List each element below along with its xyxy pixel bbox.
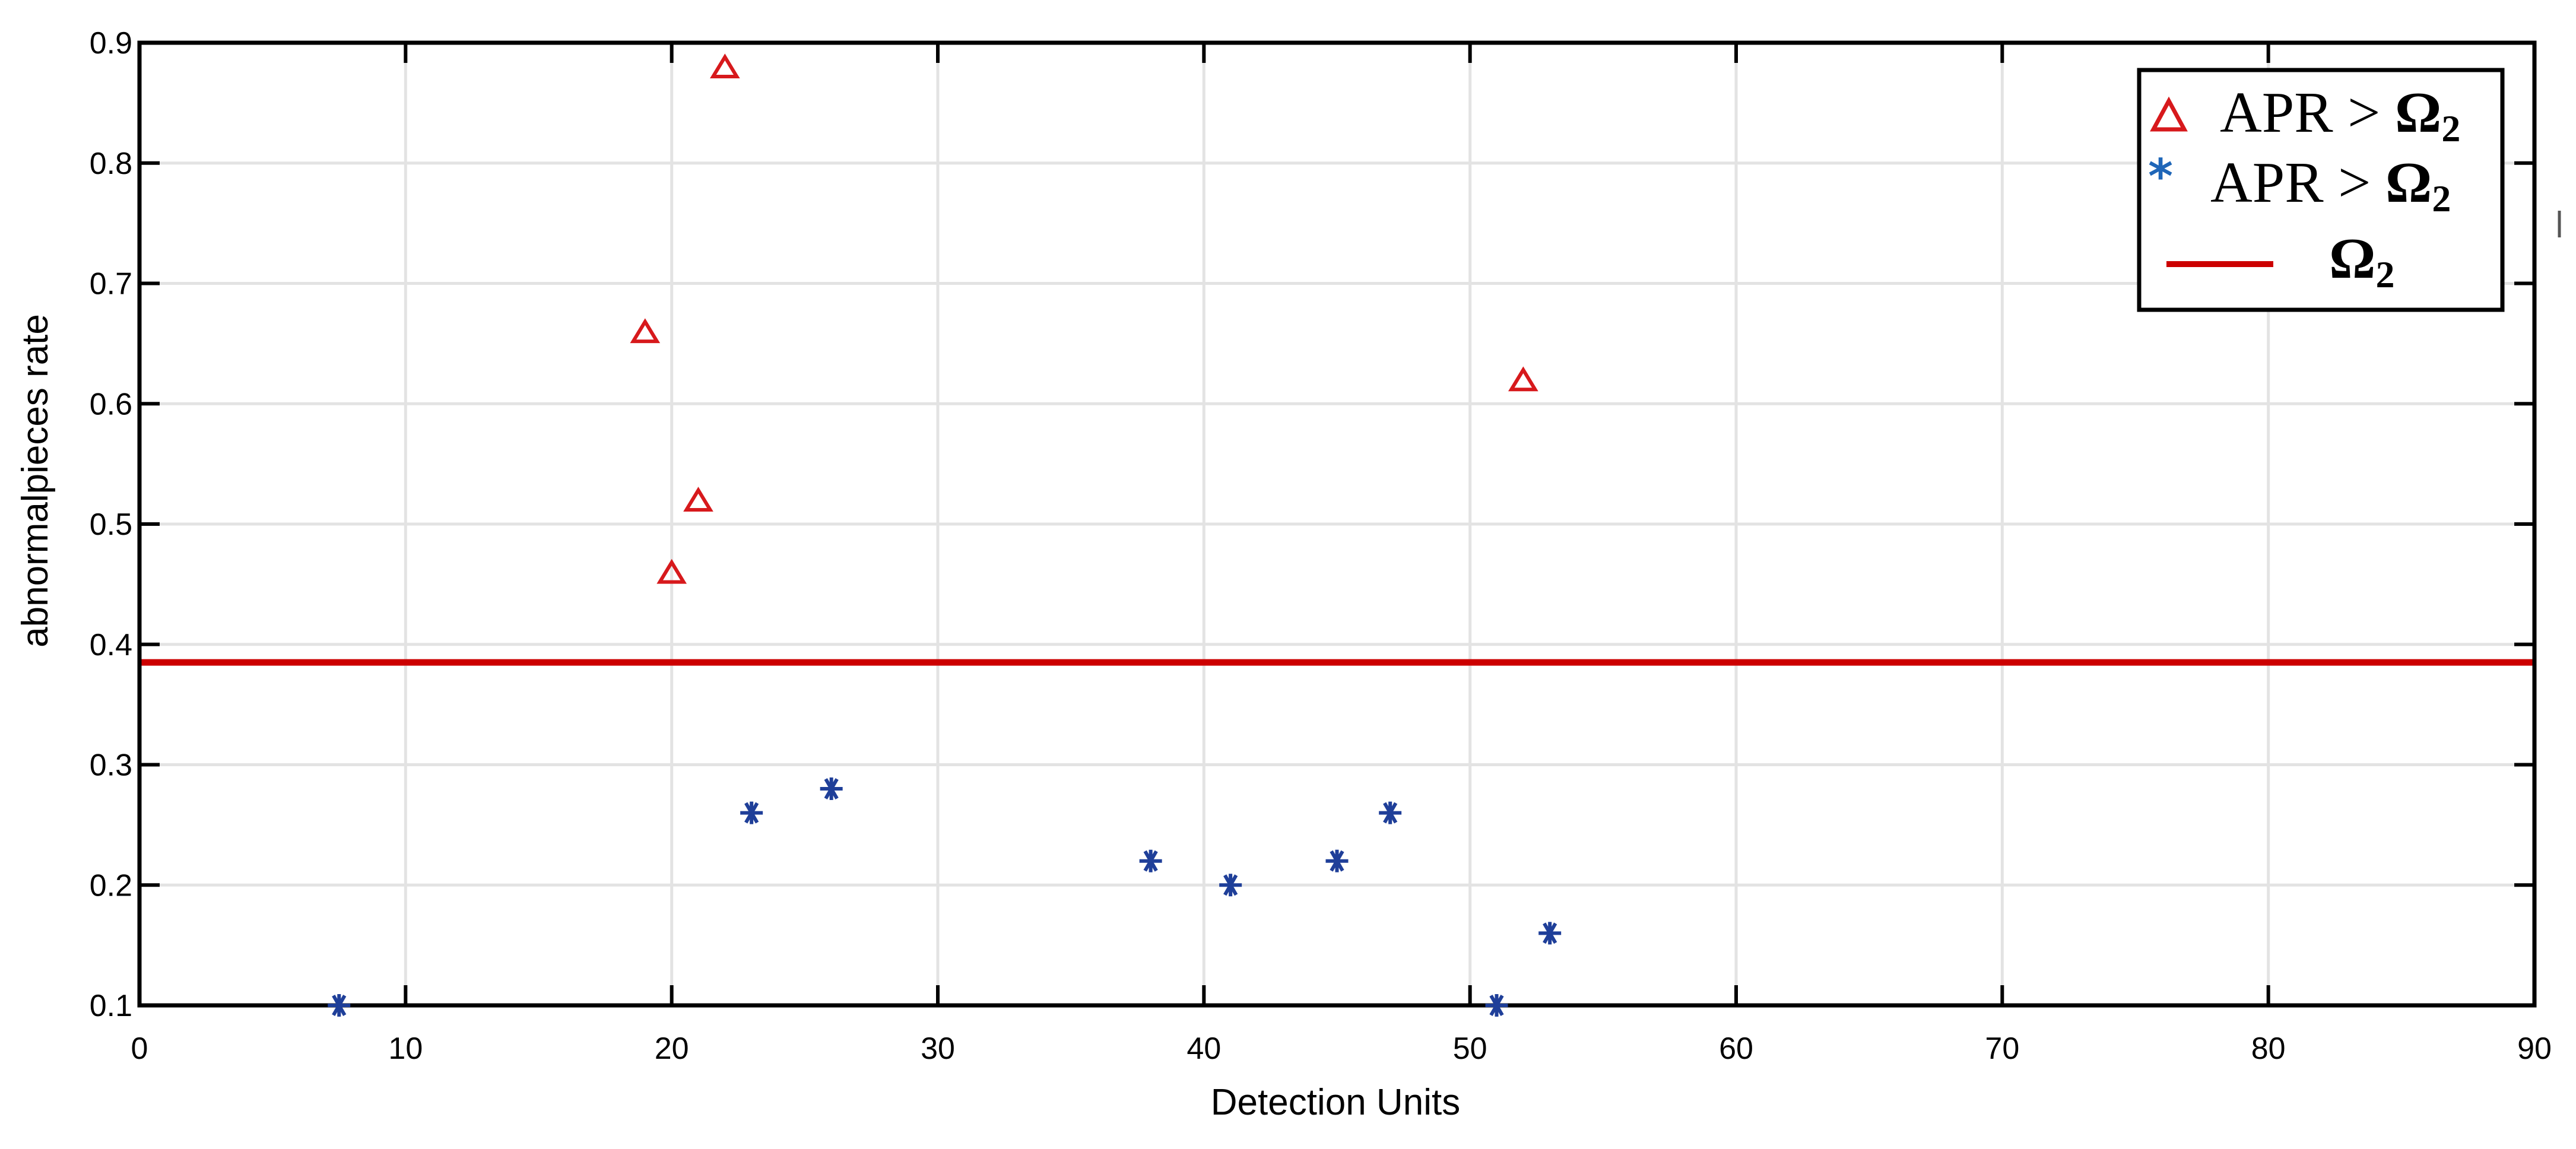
asterisk-marker — [1485, 994, 1508, 1017]
y-tick-label: 0.7 — [90, 267, 132, 301]
asterisk-marker — [1325, 849, 1349, 872]
triangle-marker — [630, 318, 661, 344]
legend-entry-1-text: APR > — [2220, 81, 2395, 145]
asterisk-marker — [328, 994, 351, 1017]
x-tick-label: 80 — [2251, 1031, 2286, 1066]
triangle-marker — [683, 487, 713, 512]
legend-asterisk-icon: * — [2148, 149, 2173, 204]
legend-triangle-icon — [2150, 96, 2188, 132]
triangle-marker — [1508, 366, 1538, 392]
legend-entry-2: APR > Ω2 — [2210, 151, 2451, 220]
tick-labels: 0 10 20 30 40 50 60 70 80 90 0.1 0.2 0.3 0.4 0.5 0.6 0.7… — [90, 26, 2552, 1066]
x-tick-label: 40 — [1187, 1031, 1221, 1066]
y-tick-label: 0.9 — [90, 26, 132, 61]
legend-entry-3-sub: 2 — [2375, 253, 2394, 296]
data-markers — [328, 53, 1562, 1017]
legend-entry-2-text: APR > — [2210, 151, 2385, 215]
asterisk-marker — [1219, 874, 1242, 897]
y-tick-label: 0.5 — [90, 507, 132, 542]
y-axis-title: abnormalpieces rate — [15, 314, 56, 647]
legend-entry-1: APR > Ω2 — [2220, 81, 2460, 150]
legend-entry-2-sub: 2 — [2432, 177, 2451, 220]
legend-entry-1-omega: Ω — [2395, 81, 2441, 145]
asterisk-marker — [820, 777, 843, 801]
x-axis-title: Detection Units — [1211, 1082, 1460, 1123]
x-tick-label: 70 — [1985, 1031, 2019, 1066]
asterisk-marker — [1379, 801, 1402, 824]
asterisk-marker — [740, 801, 763, 824]
triangle-marker — [710, 53, 740, 79]
y-tick-label: 0.1 — [90, 989, 132, 1023]
legend-entry-3: Ω2 — [2329, 227, 2394, 296]
x-tick-label: 90 — [2517, 1031, 2552, 1066]
asterisk-marker — [1139, 849, 1162, 872]
x-tick-label: 30 — [921, 1031, 955, 1066]
x-tick-label: 50 — [1453, 1031, 1487, 1066]
legend-entry-1-sub: 2 — [2441, 107, 2460, 150]
legend: APR > Ω2 * APR > Ω2 Ω2 — [2137, 68, 2505, 312]
asterisk-marker — [1538, 922, 1562, 945]
legend-entry-2-omega: Ω — [2385, 151, 2432, 215]
triangle-marker — [656, 558, 687, 584]
y-tick-label: 0.6 — [90, 387, 132, 421]
y-tick-label: 0.4 — [90, 628, 132, 662]
x-tick-label: 60 — [1719, 1031, 1753, 1066]
x-tick-label: 0 — [131, 1031, 148, 1066]
y-tick-label: 0.3 — [90, 748, 132, 783]
legend-box — [2137, 68, 2505, 312]
tick-marks — [138, 41, 2536, 1007]
y-tick-label: 0.2 — [90, 868, 132, 903]
x-tick-label: 20 — [655, 1031, 689, 1066]
y-tick-label: 0.8 — [90, 147, 132, 181]
x-tick-label: 10 — [388, 1031, 423, 1066]
legend-entry-3-omega: Ω — [2329, 227, 2375, 291]
